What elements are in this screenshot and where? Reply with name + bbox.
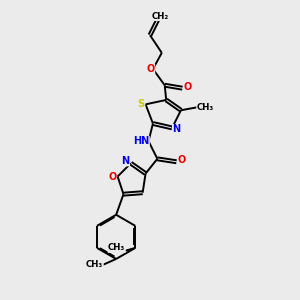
Text: CH₃: CH₃	[86, 260, 103, 269]
Text: N: N	[172, 124, 181, 134]
Text: O: O	[146, 64, 155, 74]
Text: O: O	[108, 172, 116, 182]
Text: O: O	[184, 82, 192, 92]
Text: N: N	[122, 156, 130, 166]
Text: HN: HN	[133, 136, 149, 146]
Text: CH₃: CH₃	[197, 103, 214, 112]
Text: S: S	[138, 99, 145, 110]
Text: CH₂: CH₂	[152, 11, 169, 20]
Text: CH₃: CH₃	[108, 243, 125, 252]
Text: O: O	[178, 155, 186, 165]
